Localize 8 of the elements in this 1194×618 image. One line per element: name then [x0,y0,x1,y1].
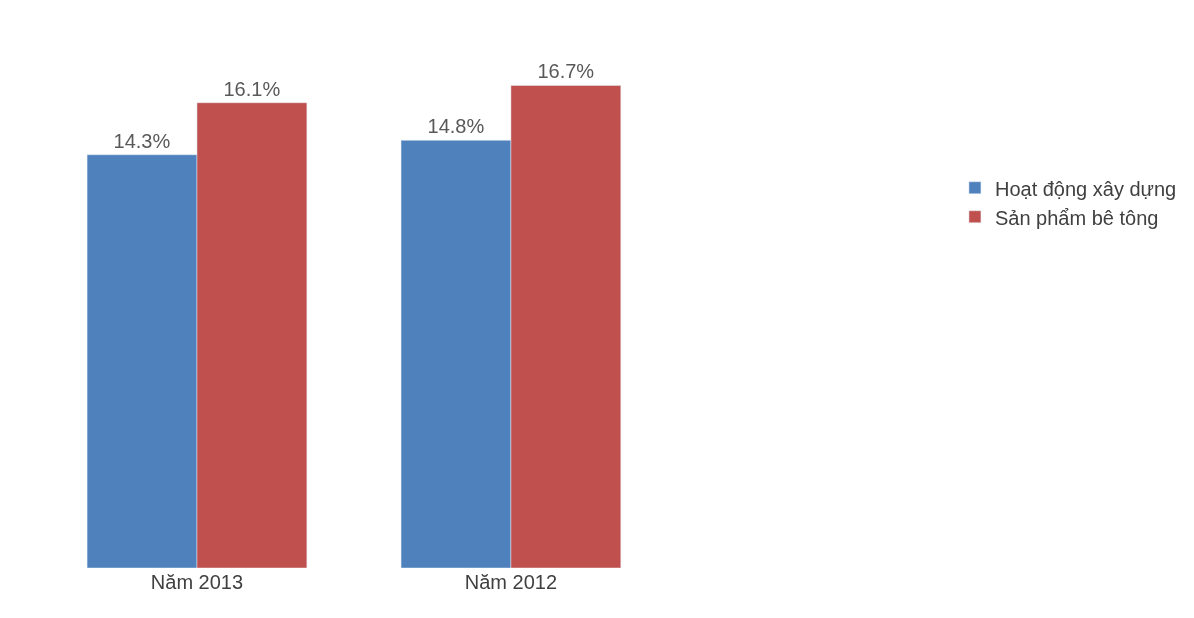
data-label: 14.3% [113,129,171,152]
x-tick-label: Năm 2013 [150,571,244,593]
data-label: 14.8% [427,115,485,138]
legend-label: Sản phẩm bê tông [994,206,1159,229]
data-label: 16.7% [537,60,595,83]
data-label: 16.1% [223,77,281,100]
legend-label: Hoạt động xây dựng [994,177,1177,200]
x-tick-label: Năm 2012 [464,571,558,593]
